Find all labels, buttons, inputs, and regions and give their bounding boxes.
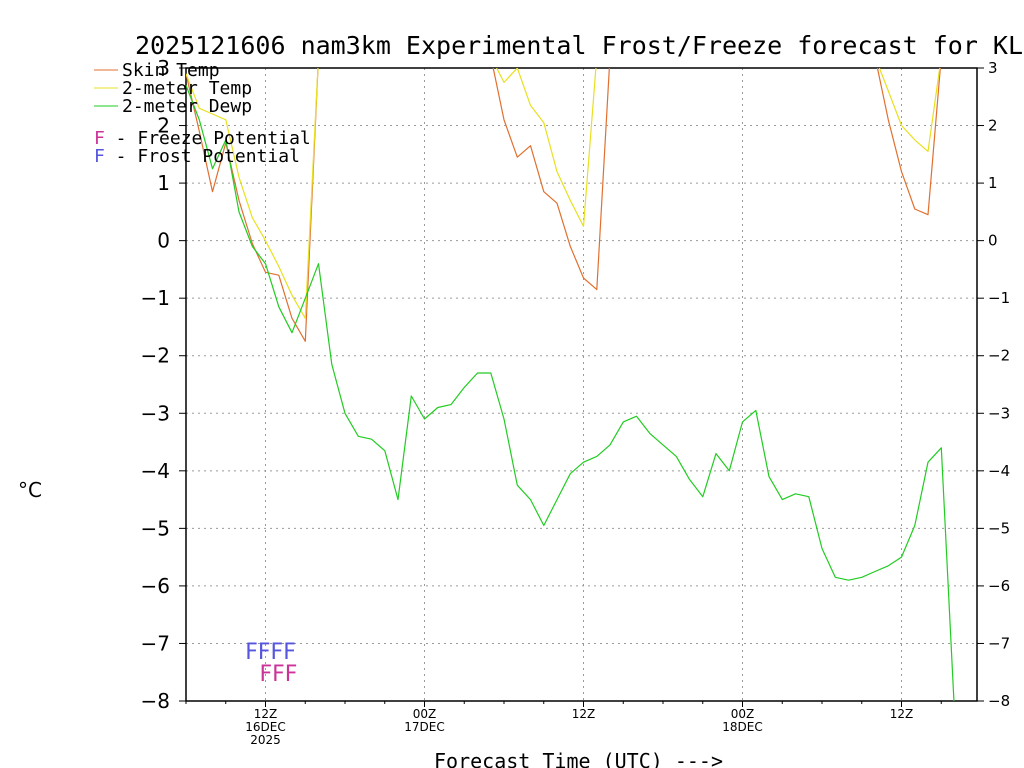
legend-freeze-label: - Freeze Potential: [105, 128, 311, 149]
y-tick-label: −6: [141, 574, 170, 598]
y-tick-label: −7: [141, 631, 170, 655]
legend-freeze-potential: F - Freeze Potential: [94, 128, 311, 149]
y-right-tick-label: 3: [988, 59, 998, 77]
y-tick-label: −2: [141, 344, 170, 368]
series-2-meter-dewp: [186, 85, 955, 701]
frost-potential-marker: FFFF: [245, 640, 296, 665]
y-axis-label: °C: [18, 478, 42, 502]
x-tick-label: 00Z: [413, 707, 437, 721]
y-tick-label: −4: [141, 459, 170, 483]
legend-frost-letter: F: [94, 146, 105, 167]
y-axis-right: 3 2 1 0 −1 −2 −3 −4 −5 −6 −7 −8: [977, 59, 1010, 710]
y-tick-label: 1: [157, 171, 170, 195]
y-right-tick-label: 0: [988, 232, 998, 250]
y-tick-label: 2: [157, 114, 170, 138]
legend: Skin Temp 2-meter Temp 2-meter Dewp F - …: [94, 60, 311, 167]
x-tick-label: 17DEC: [404, 720, 444, 734]
legend-2m-temp: 2-meter Temp: [122, 78, 252, 99]
y-right-tick-label: 2: [988, 117, 998, 135]
y-right-tick-label: −3: [988, 404, 1010, 422]
x-tick-label: 12Z: [254, 707, 278, 721]
legend-2m-dewp: 2-meter Dewp: [122, 96, 252, 117]
series-group: [186, 68, 955, 701]
x-tick-label: 12Z: [572, 707, 596, 721]
y-tick-label: 0: [157, 229, 170, 253]
legend-freeze-letter: F: [94, 128, 105, 149]
grid-lines: [186, 68, 977, 701]
y-tick-label: −1: [141, 286, 170, 310]
x-tick-label: 2025: [250, 733, 281, 747]
y-right-tick-label: −6: [988, 577, 1010, 595]
y-tick-label: 3: [157, 56, 170, 80]
legend-skin-temp: Skin Temp: [122, 60, 220, 81]
y-tick-label: −3: [141, 401, 170, 425]
freeze-potential-marker: FFF: [260, 662, 298, 687]
y-right-tick-label: −2: [988, 347, 1010, 365]
y-right-tick-label: −7: [988, 634, 1010, 652]
series-skin-temp: [186, 68, 941, 342]
x-tick-label: 12Z: [890, 707, 914, 721]
chart-title: 2025121606 nam3km Experimental Frost/Fre…: [135, 31, 1024, 60]
x-tick-label: 00Z: [731, 707, 755, 721]
plot-frame: [185, 67, 978, 702]
legend-frost-potential: F - Frost Potential: [94, 146, 300, 167]
x-tick-label: 18DEC: [722, 720, 762, 734]
legend-frost-label: - Frost Potential: [105, 146, 300, 167]
y-axis-left: 3 2 1 0 −1 −2 −3 −4 −5 −6 −7 −8: [141, 56, 186, 713]
x-tick-label: 16DEC: [245, 720, 285, 734]
y-right-tick-label: −4: [988, 462, 1010, 480]
y-right-tick-label: 1: [988, 174, 998, 192]
y-right-tick-label: −8: [988, 692, 1010, 710]
series-2-meter-temp: [186, 68, 941, 319]
y-tick-label: −5: [141, 516, 170, 540]
y-tick-label: −8: [141, 689, 170, 713]
x-axis-label: Forecast Time (UTC) --->: [434, 749, 723, 768]
y-right-tick-label: −5: [988, 519, 1010, 537]
y-right-tick-label: −1: [988, 289, 1010, 307]
